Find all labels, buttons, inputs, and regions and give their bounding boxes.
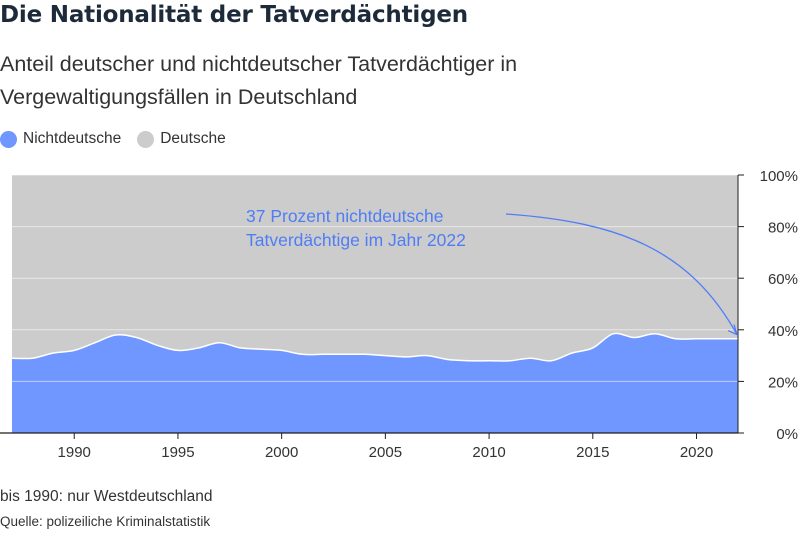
legend-swatch-nichtdeutsche bbox=[0, 130, 17, 148]
legend-swatch-deutsche bbox=[137, 130, 155, 148]
annotation-line-2: Tatverdächtige im Jahr 2022 bbox=[246, 230, 466, 250]
area-boundary-line bbox=[11, 332, 738, 362]
legend-label-deutsche: Deutsche bbox=[160, 130, 226, 147]
chart-subtitle: Anteil deutscher und nichtdeutscher Tatv… bbox=[0, 52, 518, 109]
footnote: bis 1990: nur Westdeutschland bbox=[0, 488, 213, 505]
y-tick-label-100: 100% bbox=[760, 168, 798, 185]
x-tick-label-2015: 2015 bbox=[576, 444, 609, 461]
x-tick-label-2020: 2020 bbox=[680, 444, 713, 461]
legend-item-deutsche: Deutsche bbox=[137, 130, 226, 148]
chart-gridlines bbox=[0, 174, 738, 382]
area-deutsche bbox=[12, 175, 738, 361]
legend: Nichtdeutsche Deutsche bbox=[0, 130, 242, 148]
y-tick-label-40: 40% bbox=[768, 323, 798, 340]
y-tick-label-0: 0% bbox=[776, 426, 798, 443]
x-tick-label-2010: 2010 bbox=[472, 444, 505, 461]
x-tick-label-1995: 1995 bbox=[161, 444, 194, 461]
chart-annotation: 37 Prozent nichtdeutsche Tatverdächtige i… bbox=[246, 206, 739, 336]
y-tick-label-60: 60% bbox=[768, 271, 798, 288]
annotation-arrow bbox=[505, 213, 738, 335]
source-note: Quelle: polizeiliche Kriminalstatistik bbox=[0, 514, 211, 529]
annotation-arrowhead bbox=[727, 324, 739, 336]
chart-title: Die Nationalität der Tatverdächtigen bbox=[0, 2, 468, 28]
legend-item-nichtdeutsche: Nichtdeutsche bbox=[0, 130, 121, 148]
y-tick-label-20: 20% bbox=[768, 374, 798, 391]
annotation-line-1: 37 Prozent nichtdeutsche bbox=[246, 206, 444, 226]
area-nichtdeutsche bbox=[12, 333, 738, 433]
chart-axes: 0% 20% 40% 60% 80% 100% 1990 1995 2000 2005 2010 20… bbox=[0, 168, 798, 461]
x-tick-label-2005: 2005 bbox=[369, 444, 402, 461]
legend-label-nichtdeutsche: Nichtdeutsche bbox=[23, 130, 122, 147]
x-tick-label-1990: 1990 bbox=[58, 444, 91, 461]
x-tick-label-2000: 2000 bbox=[265, 444, 298, 461]
y-tick-label-80: 80% bbox=[768, 220, 798, 237]
chart-areas bbox=[11, 175, 738, 433]
